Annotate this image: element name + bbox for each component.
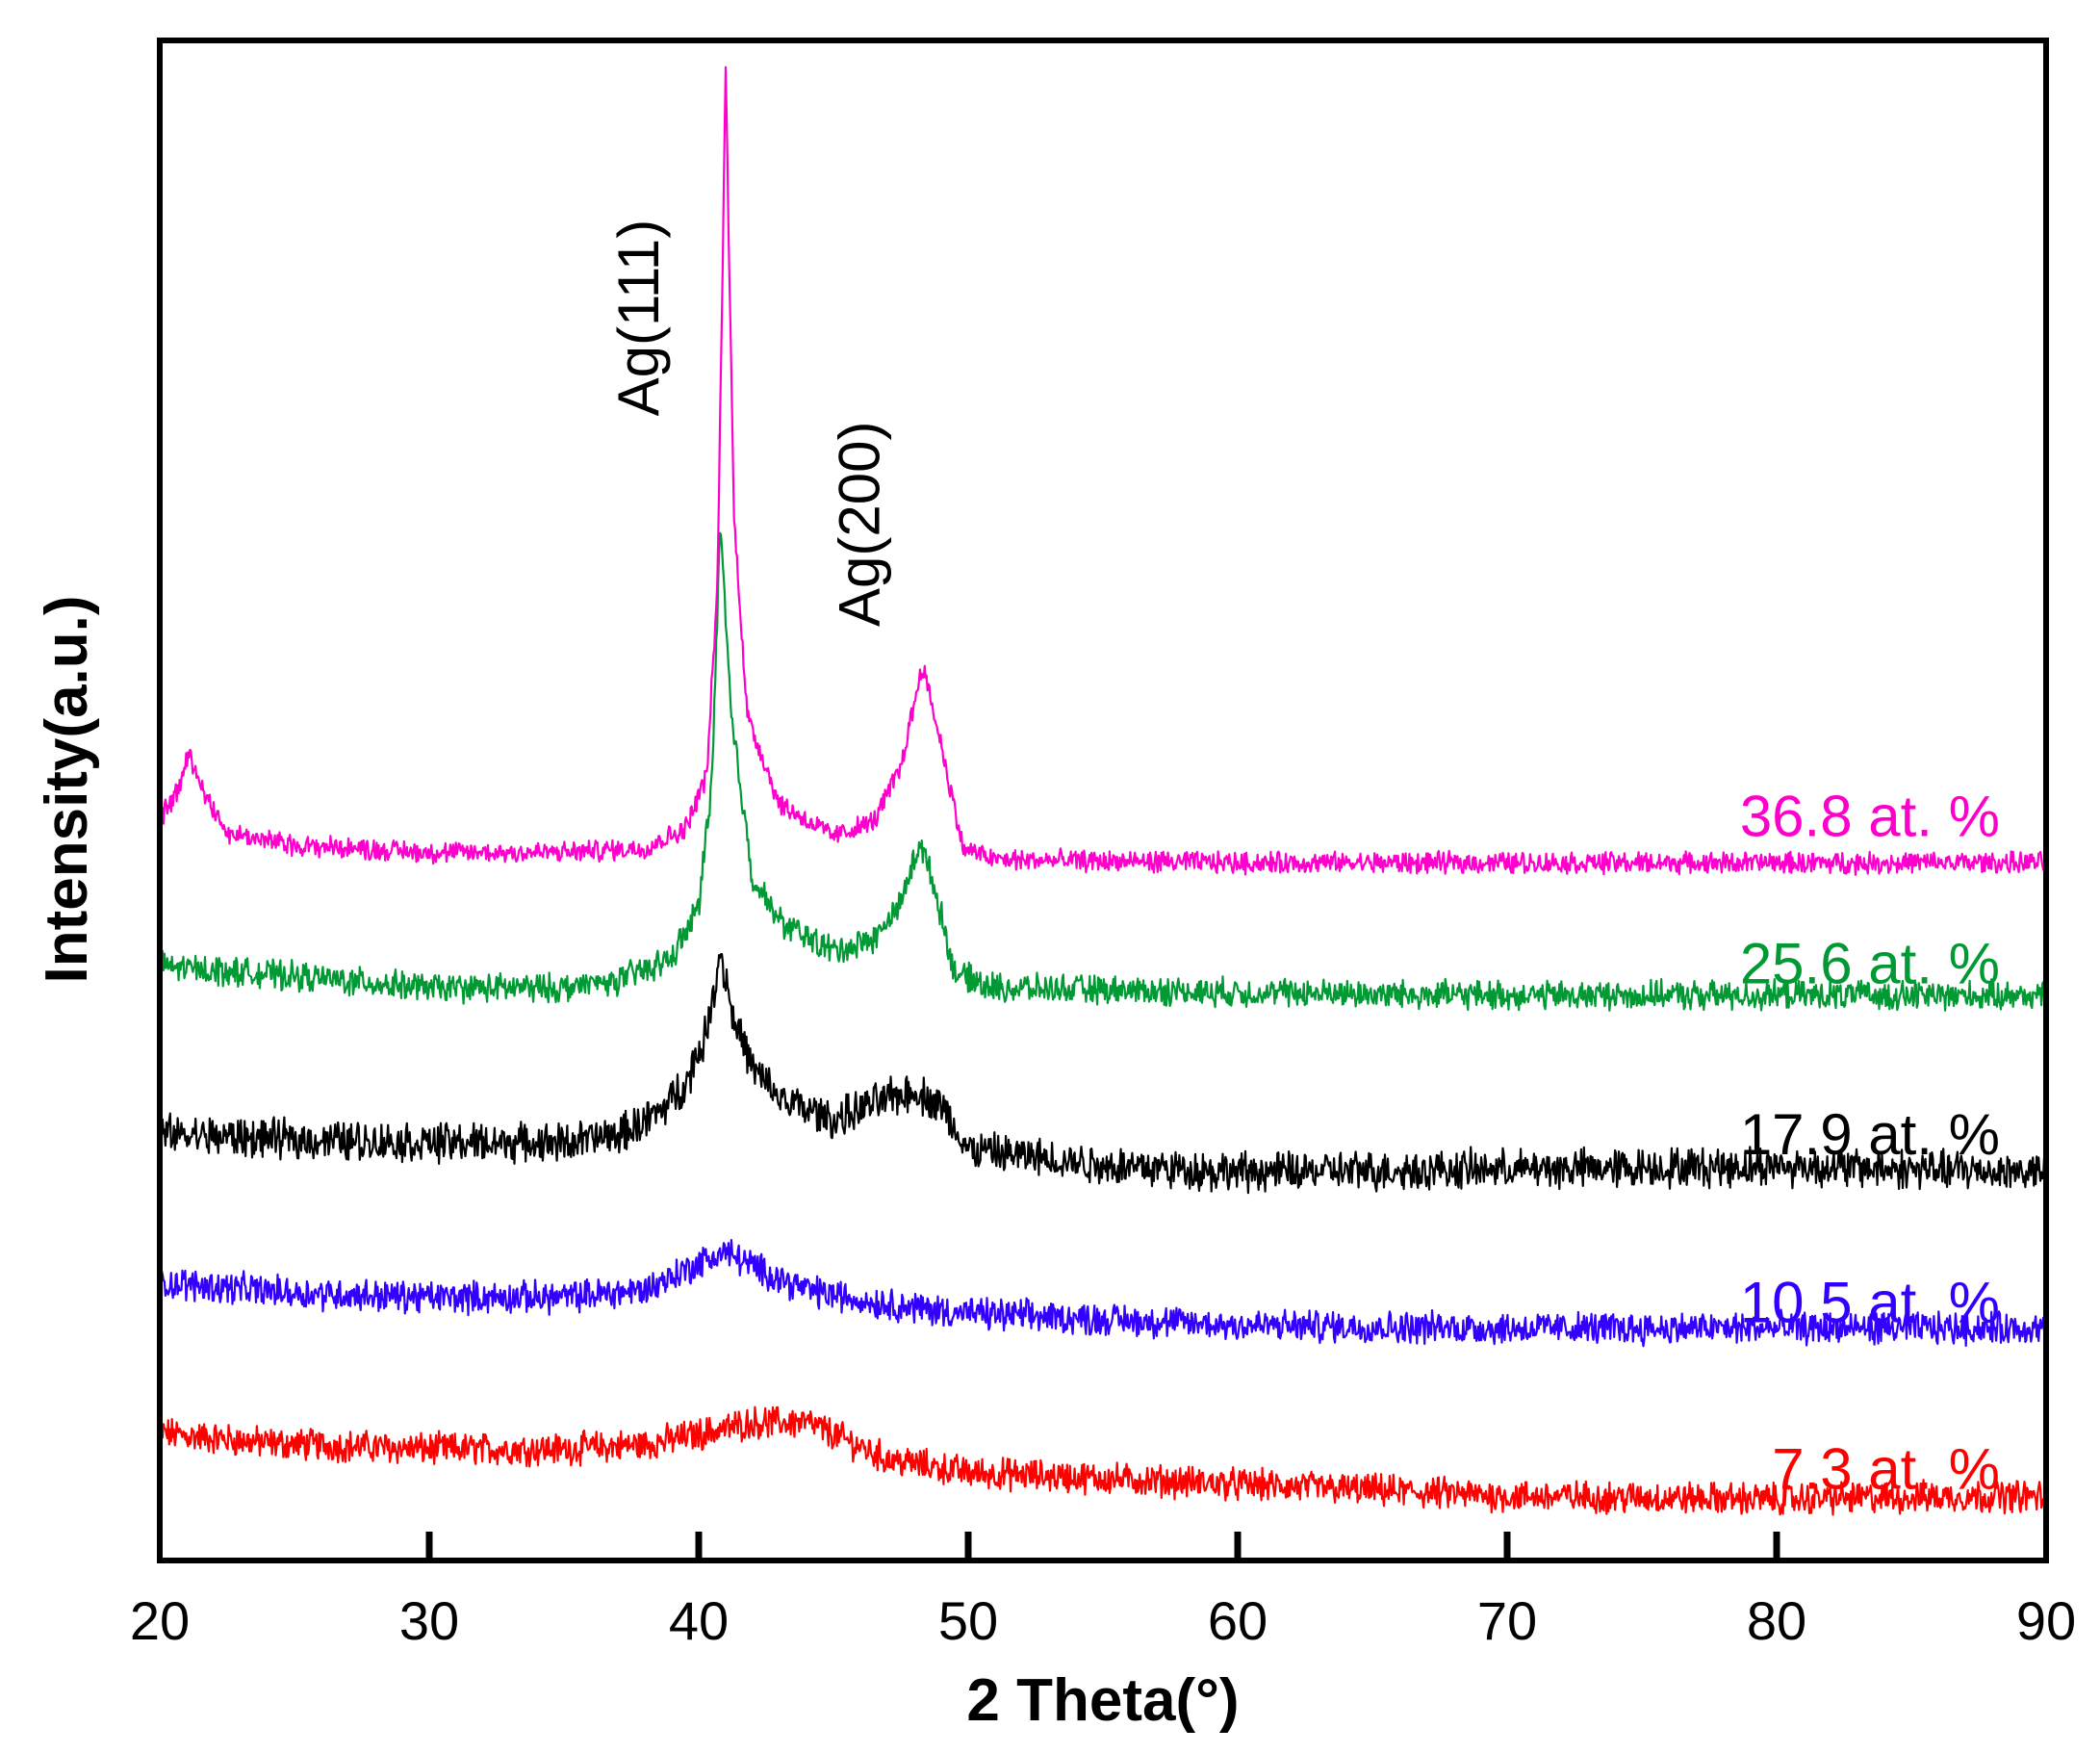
peak-annotation-0: Ag(111) [606, 219, 671, 417]
x-tick-label-90: 90 [2016, 1590, 2076, 1651]
x-tick-label-20: 20 [130, 1590, 190, 1651]
series-line-2 [158, 953, 2046, 1195]
series-label-0: 7.3 at. % [1772, 1436, 2000, 1501]
series-layer [158, 65, 2046, 1516]
plot-frame [157, 38, 2049, 1563]
x-axis-title: 2 Theta(°) [966, 1667, 1239, 1734]
series-line-4 [158, 65, 2046, 876]
x-tick-label-70: 70 [1477, 1590, 1537, 1651]
series-labels: 7.3 at. % 10.5 at. % 17.9 at. % 25.6 at. % 3… [1740, 785, 2000, 1502]
x-tick-label-80: 80 [1747, 1590, 1806, 1651]
series-label-4: 36.8 at. % [1740, 785, 2000, 849]
peak-annotations: Ag(111) Ag(200) [606, 219, 892, 627]
peak-annotation-1: Ag(200) [828, 422, 892, 627]
series-line-0 [158, 1406, 2045, 1516]
x-tick-label-60: 60 [1208, 1590, 1268, 1651]
y-axis-title: Intensity(a.u.) [34, 595, 100, 983]
series-line-1 [158, 1239, 2046, 1348]
x-tick-label-30: 30 [399, 1590, 459, 1651]
x-axis: 20 30 40 50 60 70 80 90 [130, 1532, 2076, 1651]
series-label-2: 17.9 at. % [1740, 1102, 2000, 1167]
series-label-1: 10.5 at. % [1740, 1271, 2000, 1335]
series-label-3: 25.6 at. % [1740, 932, 2000, 996]
series-line-3 [158, 531, 2046, 1012]
x-tick-label-40: 40 [669, 1590, 729, 1651]
x-tick-label-50: 50 [938, 1590, 998, 1651]
